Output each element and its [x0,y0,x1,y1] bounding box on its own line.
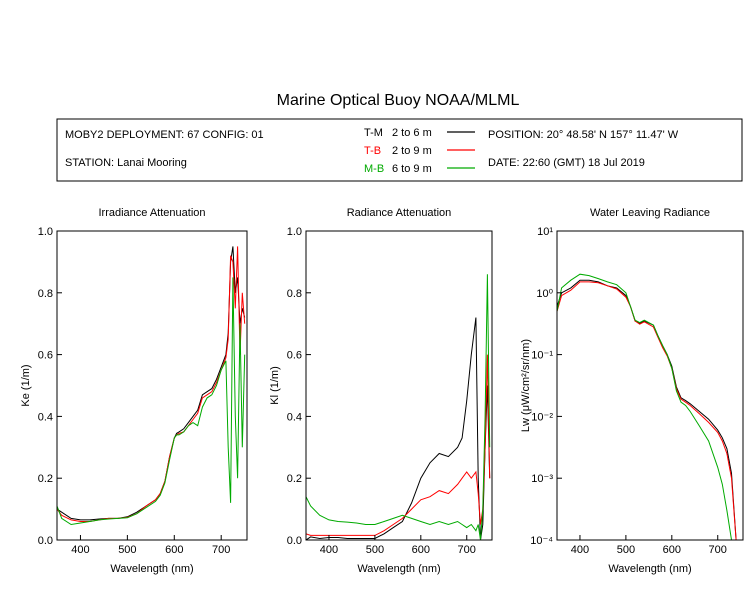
y-tick-label: 0.6 [38,350,53,362]
legend-range-mb: 6 to 9 m [392,163,432,175]
legend-entry-mb: M-B 6 to 9 m [364,163,475,175]
legend-entry-tm: T-M 2 to 6 m [364,127,475,139]
radiance-attenuation-chart: Radiance Attenuation 400 500 600 700 0.0 0.2 0.… [269,207,493,575]
series-line-t-m [557,279,737,540]
plot-frame [56,230,248,541]
y-axis-label: Ke (1/m) [20,364,32,406]
y-tick-label: 10⁻² [531,411,553,423]
legend-code-tb: T-B [364,145,381,157]
chart-title: Irradiance Attenuation [98,207,205,219]
info-box-frame [56,118,743,182]
y-tick-label: 0.8 [38,288,53,300]
legend-range-tb: 2 to 9 m [392,145,432,157]
y-tick-label: 10⁰ [536,288,553,300]
y-axis-label: Lw (μW/cm²/sr/nm) [520,339,532,432]
legend-entry-tb: T-B 2 to 9 m [364,145,475,157]
series-line-m-b [57,277,246,526]
y-tick-label: 10⁻³ [531,473,553,485]
series-line-m-b [557,273,737,540]
series-line-m-b [306,274,491,540]
station-text: STATION: Lanai Mooring [65,157,187,169]
x-tick-label: 600 [663,544,681,556]
y-tick-label: 0.4 [38,411,53,423]
x-tick-label: 500 [617,544,635,556]
legend-range-tm: 2 to 6 m [392,127,432,139]
chart-title: Water Leaving Radiance [590,207,710,219]
series-line-t-b [306,354,491,536]
x-tick-label: 500 [366,544,384,556]
legend: T-M 2 to 6 m T-B 2 to 9 m M-B 6 to 9 m [364,127,475,175]
deployment-text: MOBY2 DEPLOYMENT: 67 CONFIG: 01 [65,129,264,141]
x-axis-label: Wavelength (nm) [357,563,440,575]
x-tick-label: 500 [118,544,136,556]
x-tick-label: 600 [412,544,430,556]
position-text: POSITION: 20° 48.58' N 157° 11.47' W [488,129,679,141]
x-tick-label: 700 [709,544,727,556]
figure-title: Marine Optical Buoy NOAA/MLML [277,92,520,109]
y-tick-label: 10⁻⁴ [530,535,553,547]
y-tick-label: 1.0 [38,226,53,238]
y-axis-label: Kl (1/m) [269,366,281,405]
y-tick-label: 0.0 [287,535,302,547]
y-tick-label: 0.8 [287,288,302,300]
x-tick-label: 600 [165,544,183,556]
y-tick-label: 0.4 [287,411,302,423]
water-leaving-radiance-chart: Water Leaving Radiance 400 500 600 700 10⁻⁴ 10… [520,207,744,575]
plot-frame [305,230,493,541]
y-tick-label: 0.2 [287,473,302,485]
y-tick-label: 0.0 [38,535,53,547]
y-tick-label: 10⁻¹ [531,350,553,362]
series-line-t-b [557,281,737,540]
x-tick-label: 400 [71,544,89,556]
x-tick-label: 400 [571,544,589,556]
x-axis-label: Wavelength (nm) [608,563,691,575]
y-tick-label: 0.2 [38,473,53,485]
y-tick-label: 10¹ [537,226,553,238]
x-tick-label: 700 [212,544,230,556]
series-line-t-m [306,317,491,540]
x-tick-label: 400 [320,544,338,556]
x-axis-label: Wavelength (nm) [110,563,193,575]
y-tick-label: 0.6 [287,350,302,362]
y-tick-label: 1.0 [287,226,302,238]
x-tick-label: 700 [458,544,476,556]
plot-frame [556,230,744,541]
chart-title: Radiance Attenuation [347,207,452,219]
date-text: DATE: 22:60 (GMT) 18 Jul 2019 [488,157,645,169]
info-box: MOBY2 DEPLOYMENT: 67 CONFIG: 01 STATION:… [56,118,743,182]
irradiance-attenuation-chart: Irradiance Attenuation 400 500 600 700 0.0 0.2… [20,207,248,575]
legend-code-mb: M-B [364,163,384,175]
legend-code-tm: T-M [364,127,383,139]
